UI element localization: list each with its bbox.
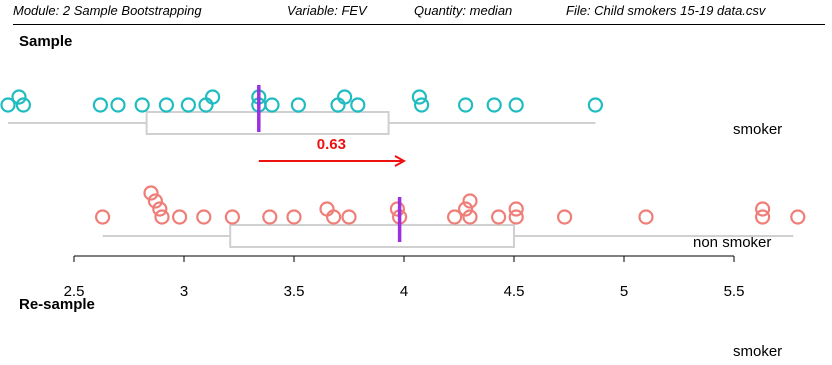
smoker-point xyxy=(0,97,16,113)
x-tick-label: 5 xyxy=(620,283,628,300)
smoker-point xyxy=(180,97,196,113)
nonsmoker-point xyxy=(462,209,478,225)
module-label: Module: 2 Sample Bootstrapping xyxy=(13,3,202,18)
file-label: File: Child smokers 15-19 data.csv xyxy=(566,3,766,18)
smoker-point xyxy=(158,97,174,113)
x-tick-label: 5.5 xyxy=(724,283,745,300)
nonsmoker-point xyxy=(491,209,507,225)
smoker-point xyxy=(264,97,280,113)
nonsmoker-point xyxy=(754,209,771,225)
nonsmoker-point xyxy=(462,193,478,209)
smoker-point xyxy=(290,97,306,113)
smoker-point xyxy=(11,89,27,105)
smoker-point xyxy=(458,97,474,113)
resample-title: Re-sample xyxy=(19,296,95,313)
x-tick-label: 3.5 xyxy=(284,283,305,300)
nonsmoker-point xyxy=(319,201,335,217)
nonsmoker-point xyxy=(152,201,168,217)
nonsmoker-point xyxy=(447,209,463,225)
smoker-point xyxy=(337,89,353,105)
nonsmoker-point xyxy=(286,209,302,225)
nonsmoker-box xyxy=(229,224,515,248)
smoker-point xyxy=(110,97,126,113)
nonsmoker-point xyxy=(147,193,163,209)
nonsmoker-point xyxy=(262,209,278,225)
nonsmoker-point xyxy=(341,209,357,225)
smoker-box xyxy=(145,111,390,135)
nonsmoker-point xyxy=(638,209,654,225)
x-tick-label: 4.5 xyxy=(504,283,525,300)
smoker-point xyxy=(205,89,221,105)
sample-title: Sample xyxy=(19,33,73,50)
nonsmoker-point xyxy=(172,209,188,225)
nonsmoker-point xyxy=(458,201,474,217)
nonsmoker-group-label: non smoker xyxy=(693,234,772,251)
nonsmoker-point xyxy=(790,209,806,225)
header-rule xyxy=(13,24,825,25)
smoker-point xyxy=(587,97,604,113)
x-tick-label: 3 xyxy=(180,283,188,300)
smoker-point xyxy=(486,97,502,113)
nonsmoker-point xyxy=(224,209,240,225)
nonsmoker-point xyxy=(556,209,573,225)
nonsmoker-point xyxy=(143,185,159,201)
nonsmoker-point xyxy=(154,209,170,225)
x-tick-label: 4 xyxy=(400,283,408,300)
difference-arrow-head xyxy=(394,155,407,167)
quantity-label: Quantity: median xyxy=(414,3,513,18)
smoker-point xyxy=(134,97,150,113)
smoker-point xyxy=(350,97,366,113)
info-header: Module: 2 Sample Bootstrapping Variable:… xyxy=(0,0,832,25)
smoker-point xyxy=(15,97,31,113)
smoker-point xyxy=(92,97,109,113)
nonsmoker-point xyxy=(754,201,771,217)
difference-value: 0.63 xyxy=(317,136,346,153)
smoker-point xyxy=(414,97,430,113)
smoker-point xyxy=(411,89,427,105)
nonsmoker-point xyxy=(389,201,405,217)
smoker-group-label: smoker xyxy=(733,121,783,138)
variable-label: Variable: FEV xyxy=(287,3,367,18)
resample-smoker-label: smoker xyxy=(733,343,783,360)
nonsmoker-point xyxy=(94,209,111,225)
smoker-point xyxy=(508,97,524,113)
nonsmoker-point xyxy=(508,201,524,217)
nonsmoker-point xyxy=(196,209,212,225)
x-tick-label: 2.5 xyxy=(64,283,85,300)
nonsmoker-point xyxy=(508,209,524,225)
